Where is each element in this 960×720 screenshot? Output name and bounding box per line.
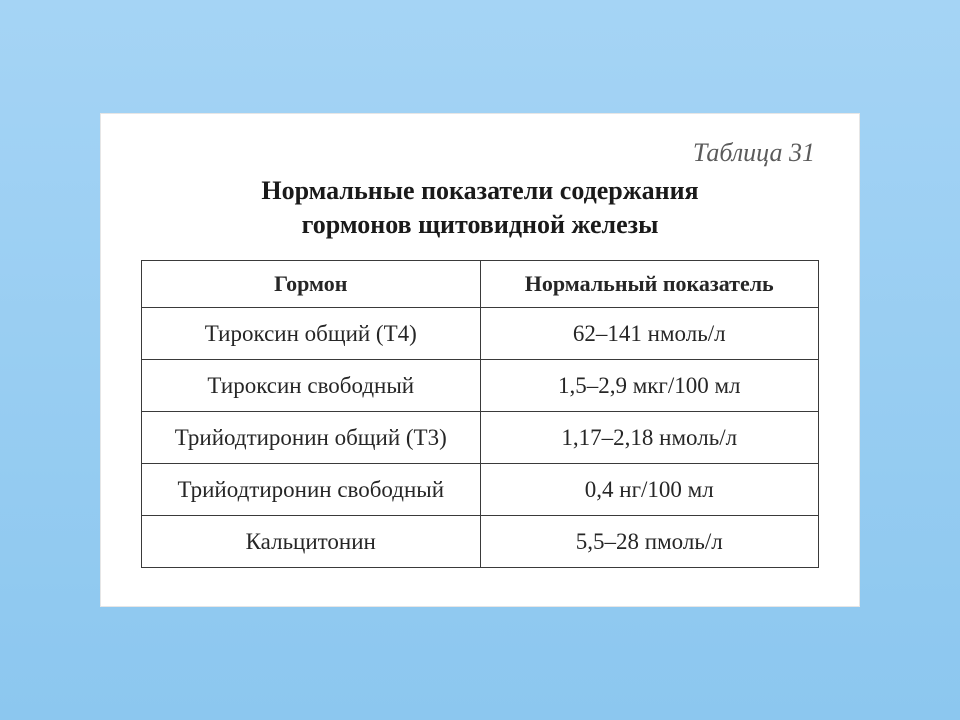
col-header-hormone: Гормон	[142, 260, 481, 307]
cell-hormone: Тироксин общий (Т4)	[142, 307, 481, 359]
cell-hormone: Трийодтиронин свобод­ный	[142, 463, 481, 515]
content-card: Таблица 31 Нормальные показатели содержа…	[100, 113, 860, 607]
cell-value: 62–141 нмоль/л	[480, 307, 819, 359]
cell-value: 1,17–2,18 нмоль/л	[480, 411, 819, 463]
cell-hormone: Трийодтиронин общий (Т3)	[142, 411, 481, 463]
cell-hormone: Кальцитонин	[142, 515, 481, 567]
title-line-1: Нормальные показатели содержания	[261, 176, 698, 205]
cell-value: 0,4 нг/100 мл	[480, 463, 819, 515]
table-row: Кальцитонин 5,5–28 пмоль/л	[142, 515, 819, 567]
table-caption: Таблица 31	[141, 134, 815, 168]
title-line-2: гормонов щитовидной железы	[302, 210, 659, 239]
table-row: Трийодтиронин общий (Т3) 1,17–2,18 нмоль…	[142, 411, 819, 463]
table-row: Тироксин общий (Т4) 62–141 нмоль/л	[142, 307, 819, 359]
cell-hormone: Тироксин свободный	[142, 359, 481, 411]
table-header-row: Гормон Нормальный показатель	[142, 260, 819, 307]
table-row: Тироксин свободный 1,5–2,9 мкг/100 мл	[142, 359, 819, 411]
cell-value: 5,5–28 пмоль/л	[480, 515, 819, 567]
table-title: Нормальные показатели содержания гормоно…	[141, 174, 819, 242]
col-header-value: Нормальный показатель	[480, 260, 819, 307]
table-row: Трийодтиронин свобод­ный 0,4 нг/100 мл	[142, 463, 819, 515]
hormone-table: Гормон Нормальный показатель Тироксин об…	[141, 260, 819, 568]
cell-value: 1,5–2,9 мкг/100 мл	[480, 359, 819, 411]
